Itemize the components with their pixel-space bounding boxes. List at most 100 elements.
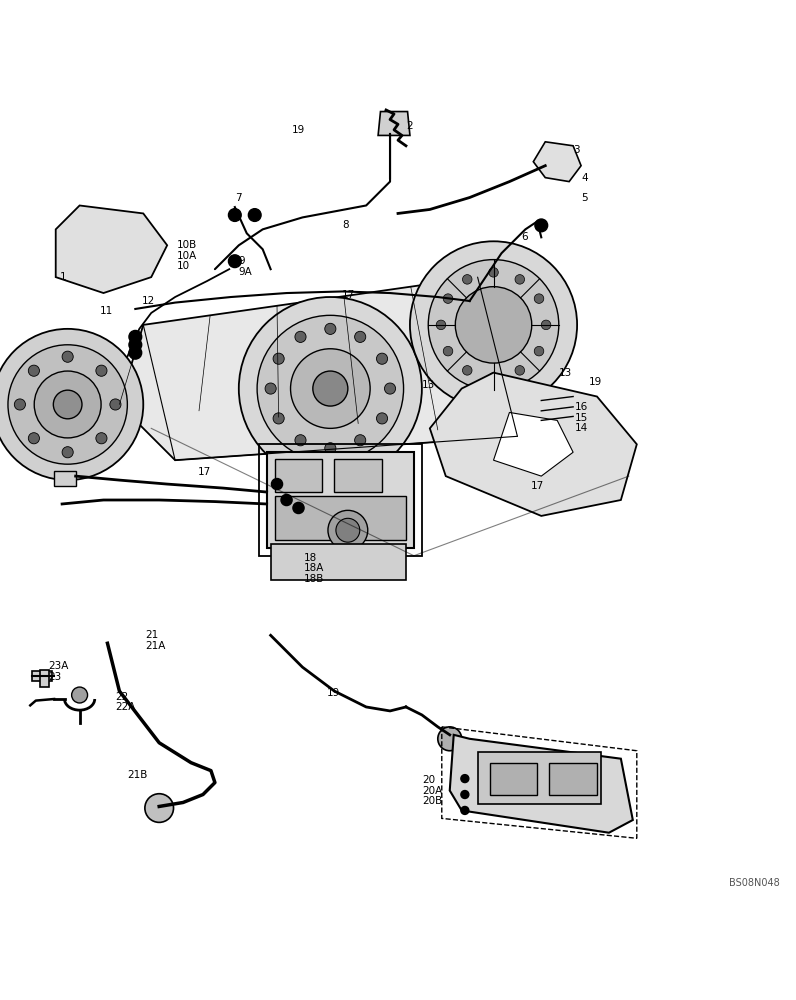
Text: 17: 17 — [531, 481, 544, 491]
Circle shape — [455, 287, 532, 363]
Text: 12: 12 — [142, 296, 155, 306]
Polygon shape — [119, 277, 557, 460]
Text: 10A: 10A — [177, 251, 197, 261]
Bar — [549, 763, 597, 795]
Text: 17: 17 — [197, 467, 211, 477]
Circle shape — [534, 346, 544, 356]
Circle shape — [295, 435, 306, 446]
Text: 21A: 21A — [146, 641, 166, 651]
Circle shape — [8, 345, 127, 464]
Circle shape — [129, 346, 142, 359]
Circle shape — [515, 366, 525, 375]
Circle shape — [438, 727, 462, 751]
Text: 22: 22 — [115, 692, 129, 702]
Text: 9: 9 — [239, 256, 245, 266]
Circle shape — [295, 331, 306, 342]
Circle shape — [145, 794, 174, 822]
Circle shape — [129, 338, 142, 351]
Circle shape — [129, 330, 142, 343]
Text: 10B: 10B — [177, 240, 197, 250]
Bar — [275, 496, 406, 540]
Circle shape — [461, 791, 469, 798]
Circle shape — [325, 443, 336, 454]
Bar — [259, 444, 422, 556]
Circle shape — [29, 365, 40, 376]
Text: 3: 3 — [573, 145, 579, 155]
Circle shape — [96, 365, 107, 376]
Text: 23: 23 — [48, 672, 61, 682]
Circle shape — [53, 390, 82, 419]
Text: 15: 15 — [575, 413, 588, 423]
Circle shape — [96, 433, 107, 444]
Circle shape — [377, 353, 388, 364]
Text: 20A: 20A — [422, 786, 442, 796]
Bar — [275, 459, 322, 492]
Text: 20: 20 — [422, 775, 435, 785]
Circle shape — [265, 383, 276, 394]
Circle shape — [436, 320, 446, 330]
Circle shape — [14, 399, 25, 410]
Polygon shape — [494, 412, 573, 476]
Text: 16: 16 — [575, 402, 588, 412]
Bar — [334, 459, 382, 492]
Circle shape — [377, 413, 388, 424]
Circle shape — [239, 297, 422, 480]
Circle shape — [534, 294, 544, 303]
Circle shape — [355, 331, 366, 342]
Bar — [271, 544, 406, 580]
Circle shape — [489, 373, 498, 382]
Bar — [267, 452, 414, 548]
Text: 19: 19 — [326, 688, 340, 698]
Circle shape — [257, 315, 404, 462]
Text: 13: 13 — [559, 368, 572, 378]
Circle shape — [62, 351, 73, 362]
Polygon shape — [56, 205, 167, 293]
Text: 21B: 21B — [127, 770, 148, 780]
Circle shape — [273, 413, 284, 424]
Text: 21: 21 — [146, 630, 159, 640]
Circle shape — [443, 346, 453, 356]
Circle shape — [281, 494, 292, 506]
Text: 6: 6 — [521, 232, 528, 242]
Text: 7: 7 — [235, 193, 241, 203]
Text: BS08N048: BS08N048 — [729, 878, 780, 888]
Polygon shape — [533, 142, 581, 182]
Circle shape — [336, 518, 360, 542]
Circle shape — [489, 268, 498, 277]
Circle shape — [228, 209, 241, 221]
Text: 20B: 20B — [422, 796, 442, 806]
Circle shape — [328, 510, 368, 550]
Text: 17: 17 — [342, 290, 356, 300]
Circle shape — [410, 241, 577, 408]
Circle shape — [110, 399, 121, 410]
Circle shape — [325, 323, 336, 334]
Circle shape — [291, 349, 370, 428]
Text: 4: 4 — [581, 173, 587, 183]
Text: 18: 18 — [304, 553, 318, 563]
Circle shape — [428, 260, 559, 390]
Circle shape — [384, 383, 396, 394]
Text: 19: 19 — [589, 377, 603, 387]
Circle shape — [34, 371, 101, 438]
Circle shape — [515, 275, 525, 284]
Circle shape — [462, 366, 472, 375]
Text: 23A: 23A — [48, 661, 68, 671]
Circle shape — [29, 433, 40, 444]
Text: 18B: 18B — [304, 574, 325, 584]
Circle shape — [461, 806, 469, 814]
Text: 11: 11 — [100, 306, 113, 316]
Text: 1: 1 — [60, 272, 66, 282]
Text: 14: 14 — [575, 423, 588, 433]
Circle shape — [443, 294, 453, 303]
Circle shape — [228, 255, 241, 268]
Circle shape — [72, 687, 88, 703]
Circle shape — [461, 775, 469, 783]
Circle shape — [293, 502, 304, 514]
Bar — [40, 670, 49, 687]
Circle shape — [535, 219, 548, 232]
Bar — [54, 471, 76, 486]
Polygon shape — [430, 373, 637, 516]
Polygon shape — [378, 112, 410, 135]
Text: 8: 8 — [342, 220, 349, 230]
Bar — [478, 752, 601, 804]
